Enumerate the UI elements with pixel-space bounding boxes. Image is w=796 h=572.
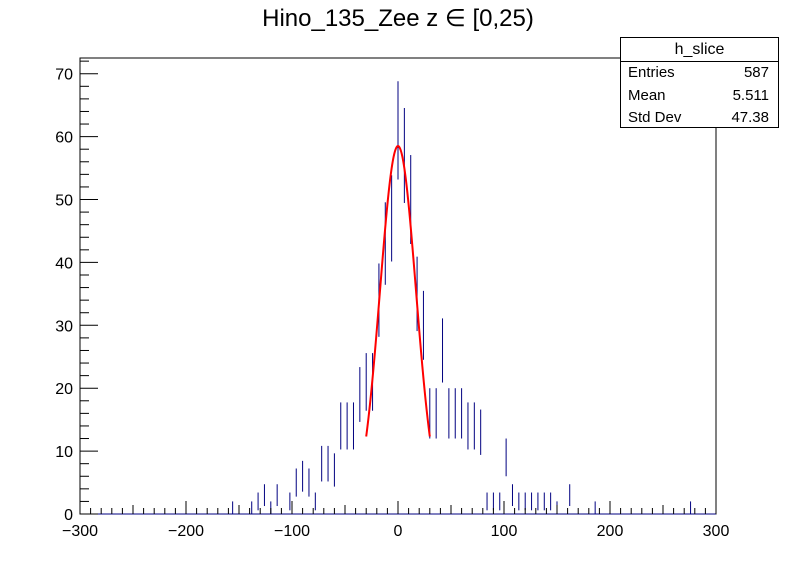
stats-label: Entries [628,64,675,81]
x-tick-label: 100 [491,523,518,540]
stats-box: h_slice Entries 587 Mean 5.511 Std Dev 4… [620,37,779,128]
x-tick-label: −300 [62,523,98,540]
y-tick-label: 50 [55,193,73,210]
chart-title: Hino_135_Zee z ∈ [0,25) [262,5,534,32]
histogram-bin [401,155,407,514]
y-tick-label: 70 [55,67,73,84]
stats-label: Std Dev [628,109,682,126]
y-tick-label: 0 [64,507,73,524]
y-tick-label: 20 [55,381,73,398]
x-tick-label: 200 [597,523,624,540]
y-tick-label: 10 [55,444,73,461]
histogram-bin [388,218,394,514]
x-tick-label: −200 [168,523,204,540]
fit-curve [365,145,431,437]
stats-value: 587 [743,64,769,81]
x-tick-label: 300 [703,523,730,540]
y-tick-label: 40 [55,255,73,272]
stats-name: h_slice [621,38,778,62]
stats-value: 47.38 [731,109,769,126]
stats-row-entries: Entries 587 [621,62,778,85]
stats-row-mean: Mean 5.511 [621,85,778,108]
stats-value: 5.511 [732,86,769,104]
histogram-bin [395,130,401,514]
y-tick-label: 30 [55,318,73,335]
stats-label: Mean [628,86,666,104]
x-tick-label: 0 [394,523,403,540]
x-tick-label: −100 [274,523,310,540]
stats-row-stddev: Std Dev 47.38 [621,107,778,130]
y-tick-label: 60 [55,130,73,147]
